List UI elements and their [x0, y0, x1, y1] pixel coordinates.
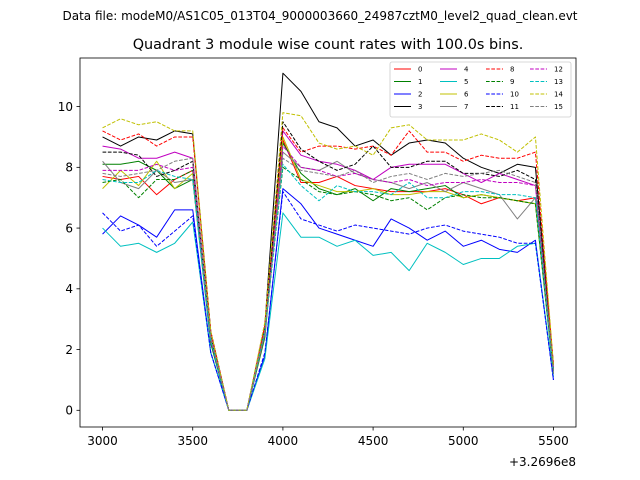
y-tick-label: 4: [65, 282, 73, 296]
legend-label-0: 0: [418, 66, 422, 74]
legend-label-15: 15: [554, 103, 563, 111]
y-tick-label: 8: [65, 161, 73, 175]
series-line-12: [102, 145, 554, 411]
legend-label-12: 12: [554, 66, 563, 74]
legend-label-4: 4: [464, 66, 469, 74]
legend-label-1: 1: [418, 78, 422, 86]
legend-frame: [389, 61, 572, 118]
legend-label-14: 14: [554, 91, 563, 99]
series-line-14: [102, 112, 554, 411]
plot-area: 3000 3500 4000 4500 5000 55000246810012345678…: [58, 57, 577, 448]
x-tick-label: 5500: [538, 434, 569, 448]
series-line-6: [102, 136, 554, 411]
chart-title: Quadrant 3 module wise count rates with …: [133, 37, 524, 53]
series-line-13: [102, 163, 554, 411]
data-file-label: Data file: modeM0/AS1C05_013T04_90000036…: [62, 9, 577, 23]
legend-label-2: 2: [418, 91, 422, 99]
series-line-2: [102, 188, 554, 411]
x-tick-label: 3000: [87, 434, 118, 448]
legend-label-5: 5: [464, 78, 468, 86]
series-line-15: [102, 157, 554, 411]
legend-label-11: 11: [510, 103, 519, 111]
series-line-4: [102, 130, 554, 411]
y-tick-label: 0: [65, 404, 73, 418]
x-tick-label: 4000: [268, 434, 299, 448]
series-line-7: [102, 151, 554, 411]
legend-label-6: 6: [464, 91, 469, 99]
y-tick-label: 6: [65, 221, 73, 235]
y-tick-label: 10: [58, 100, 73, 114]
x-offset-label: +3.2696e8: [509, 455, 576, 469]
legend-label-13: 13: [554, 78, 563, 86]
series-line-9: [102, 166, 554, 411]
x-tick-label: 4500: [358, 434, 389, 448]
series-line-11: [102, 121, 554, 411]
series-line-10: [102, 191, 554, 411]
legend-label-3: 3: [418, 103, 422, 111]
legend-label-10: 10: [510, 91, 519, 99]
x-tick-label: 3500: [177, 434, 208, 448]
legend-label-8: 8: [510, 66, 514, 74]
x-tick-label: 5000: [448, 434, 479, 448]
legend-label-9: 9: [510, 78, 514, 86]
axes-frame: [79, 57, 577, 428]
series-line-5: [102, 212, 554, 411]
series-line-8: [102, 127, 554, 411]
series-line-3: [102, 72, 554, 411]
y-tick-label: 2: [65, 343, 73, 357]
legend-label-7: 7: [464, 103, 468, 111]
